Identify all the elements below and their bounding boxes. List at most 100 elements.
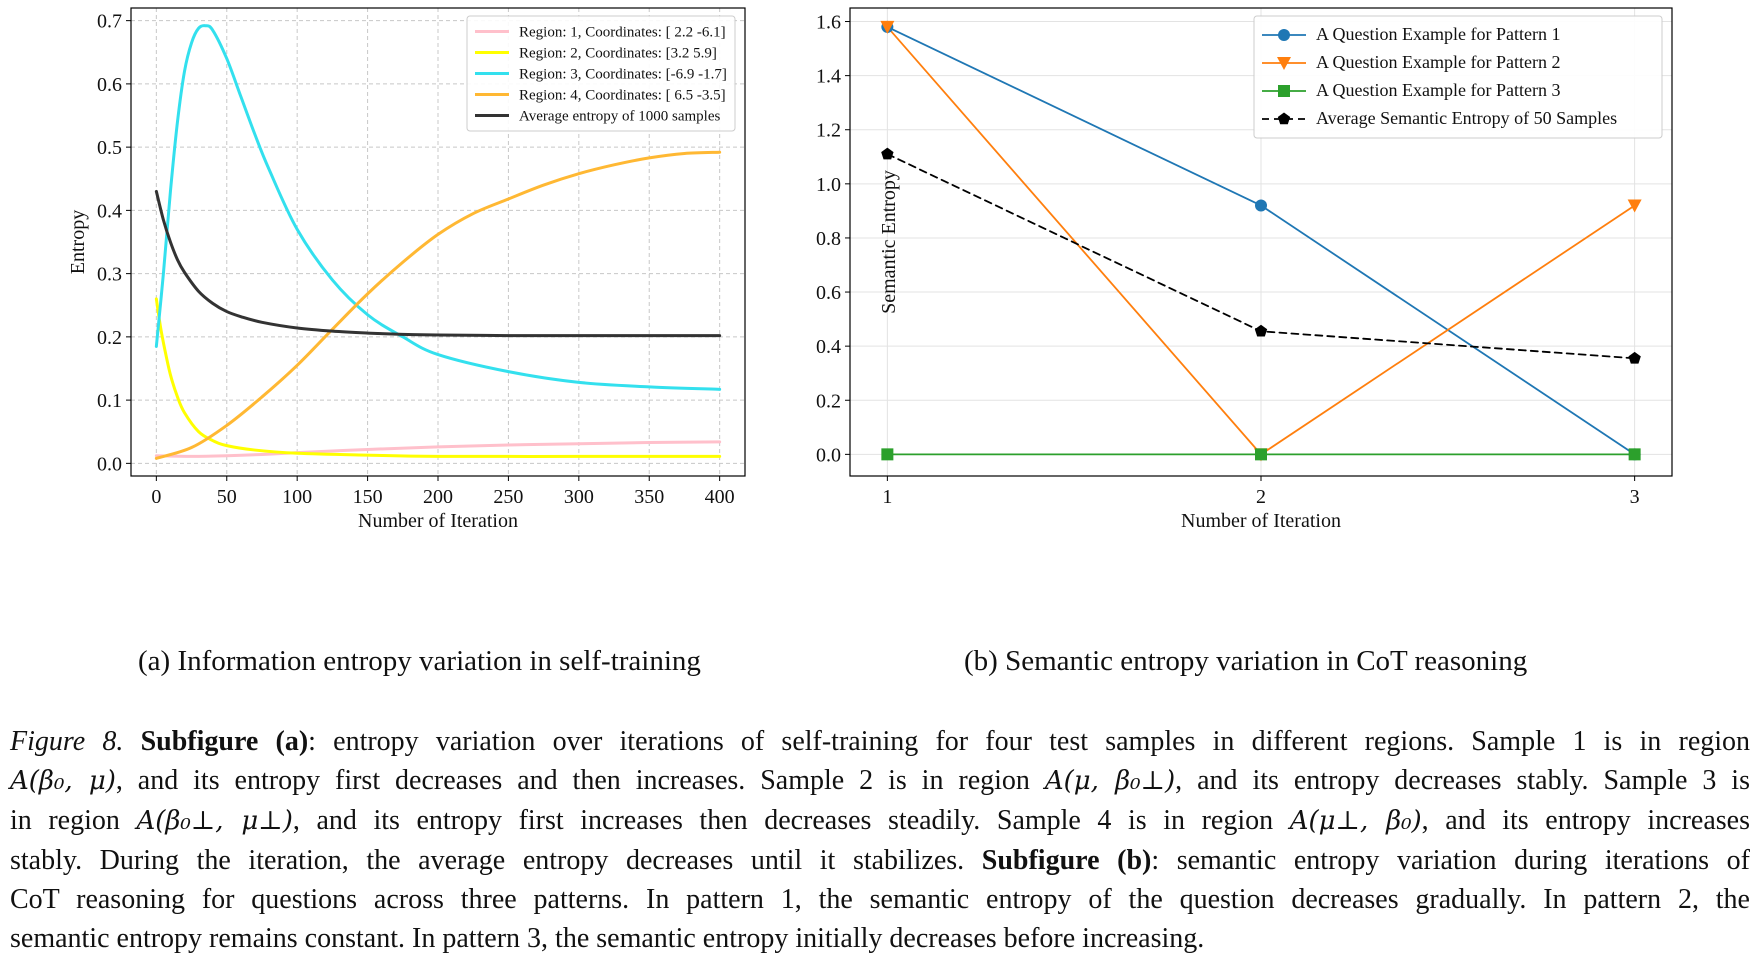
y-tick-label: 0.6 [97, 74, 122, 96]
subfigure-b-caption-prefix: (b) [964, 645, 998, 677]
caption-figure-label: Figure 8. [10, 726, 124, 757]
caption-line: stably. During the iteration, the averag… [10, 841, 1750, 880]
legend-marker-2 [1277, 57, 1291, 70]
series-line-4 [154, 150, 722, 460]
series-group [154, 24, 722, 460]
x-tick-label: 100 [282, 486, 312, 508]
x-tick-label: 200 [423, 486, 453, 508]
y-tick-label: 0.2 [816, 390, 841, 412]
y-tick-label: 0.3 [97, 264, 122, 286]
caption-line: semantic entropy remains constant. In pa… [10, 919, 1750, 958]
series-4-point [881, 147, 894, 160]
series-3-point [1255, 448, 1267, 461]
caption-math: A(β₀⊥, μ⊥) [136, 806, 293, 836]
caption-line: in region A(β₀⊥, μ⊥), and its entropy fi… [10, 801, 1750, 841]
y-axis: 0.0 0.1 0.2 0.3 0.4 0.5 0.6 0.7 [97, 11, 131, 475]
series-1-point [1255, 199, 1267, 212]
caption-math: A(β₀, μ) [10, 766, 116, 796]
x-tick-label: 2 [1256, 486, 1266, 508]
caption-line: A(β₀, μ), and its entropy first decrease… [10, 761, 1750, 801]
x-tick-label: 50 [217, 486, 237, 508]
x-axis: 0 50 100 150 200 250 300 350 400 [151, 476, 735, 508]
y-tick-label: 0.2 [97, 327, 122, 349]
legend-marker-1 [1278, 29, 1290, 41]
caption-line: CoT reasoning for questions across three… [10, 880, 1750, 919]
legend-label-1: Region: 1, Coordinates: [ 2.2 -6.1] [519, 25, 726, 41]
plot-frame [130, 7, 746, 477]
caption-text: semantic entropy remains constant. In pa… [10, 923, 1205, 954]
y-tick-label: 1.6 [816, 12, 841, 34]
legend-label-3: Region: 3, Coordinates: [-6.9 -1.7] [519, 67, 727, 83]
x-tick-label: 250 [493, 486, 523, 508]
legend-label-1: A Question Example for Pattern 1 [1316, 24, 1560, 44]
legend-box [1253, 15, 1663, 139]
caption-subfigure-label: Subfigure (b) [981, 845, 1152, 876]
caption-math: A(μ, β₀⊥) [1044, 766, 1176, 796]
y-axis-label: Entropy [67, 210, 89, 274]
series-3-point [1628, 448, 1641, 461]
legend-label-2: Region: 2, Coordinates: [3.2 5.9] [519, 46, 717, 62]
caption-text: CoT reasoning for questions across three… [10, 884, 1750, 915]
y-tick-label: 0.1 [97, 390, 122, 412]
legend-label-4: Average Semantic Entropy of 50 Samples [1316, 108, 1617, 128]
legend: A Question Example for Pattern 1 A Questi… [1253, 15, 1663, 139]
figure-caption: Figure 8. Subfigure (a): entropy variati… [10, 722, 1750, 958]
legend-label-4: Region: 4, Coordinates: [ 6.5 -3.5] [519, 88, 726, 104]
series-3-point [881, 448, 894, 461]
caption-text: : semantic entropy variation during iter… [1151, 845, 1750, 876]
subfigure-a-caption-prefix: (a) [138, 645, 171, 677]
legend-box [466, 15, 736, 132]
caption-subfigure-label: Subfigure (a) [140, 726, 309, 757]
caption-text: , and its entropy increases [1421, 805, 1750, 836]
chart-b-semantic-entropy-cot: 1 2 3 0.0 0.2 0.4 0.6 0.8 1.0 1.2 1.4 1.6 Number of … [816, 7, 1673, 532]
legend: Region: 1, Coordinates: [ 2.2 -6.1] Regio… [466, 15, 736, 132]
caption-text: , and its entropy decreases stably. Samp… [1175, 765, 1750, 796]
y-tick-label: 0.0 [816, 444, 841, 466]
y-tick-label: 1.4 [816, 66, 841, 88]
subfigure-b-caption-text: Semantic entropy variation in CoT reason… [1005, 645, 1528, 677]
caption-text: stably. During the iteration, the averag… [10, 845, 982, 876]
x-axis: 1 2 3 [882, 476, 1640, 508]
y-tick-label: 0.4 [816, 336, 841, 358]
series-line-2 [154, 297, 722, 458]
y-tick-label: 0.4 [97, 200, 122, 222]
x-axis-label: Number of Iteration [1181, 510, 1341, 532]
series-4-point [1628, 351, 1641, 364]
y-tick-label: 0.6 [816, 282, 841, 304]
x-tick-label: 3 [1630, 486, 1640, 508]
x-tick-label: 400 [705, 486, 735, 508]
subfigure-a-caption: (a) Information entropy variation in sel… [138, 645, 701, 678]
x-axis-label: Number of Iteration [358, 510, 518, 532]
x-tick-label: 1 [882, 486, 892, 508]
series-line-3 [154, 24, 722, 391]
x-tick-label: 350 [634, 486, 664, 508]
y-tick-label: 0.5 [97, 137, 122, 159]
y-tick-label: 1.2 [816, 120, 841, 142]
caption-text: in region [10, 805, 137, 836]
y-tick-label: 0.0 [97, 453, 122, 475]
series-2-point [1627, 199, 1642, 213]
y-tick-label: 0.8 [816, 228, 841, 250]
legend-marker-4 [1277, 112, 1291, 125]
x-tick-label: 0 [151, 486, 161, 508]
chart-a-entropy-self-training: 0 50 100 150 200 250 300 350 4000.00.10.20.30.40… [67, 7, 746, 532]
caption-text: : entropy variation over iterations of s… [308, 726, 1751, 757]
y-axis: 0.0 0.2 0.4 0.6 0.8 1.0 1.2 1.4 1.6 [816, 12, 850, 466]
series-4-point [1254, 324, 1268, 337]
y-tick-label: 0.7 [97, 11, 122, 33]
x-tick-label: 300 [564, 486, 594, 508]
x-tick-label: 150 [353, 486, 383, 508]
series-line-1 [154, 440, 722, 458]
caption-line: Figure 8. Subfigure (a): entropy variati… [10, 722, 1750, 761]
caption-math: A(μ⊥, β₀) [1289, 806, 1422, 836]
legend-label-5: Average entropy of 1000 samples [519, 109, 720, 125]
legend-marker-3 [1278, 85, 1290, 97]
series-line-5 [154, 189, 722, 338]
series-2-point [880, 20, 895, 34]
subfigure-a-caption-text: Information entropy variation in self-tr… [177, 645, 701, 677]
legend-label-2: A Question Example for Pattern 2 [1316, 52, 1560, 72]
y-axis-label: Semantic Entropy [878, 170, 900, 314]
caption-text: , and its entropy first decreases and th… [115, 765, 1045, 796]
plot-frame [849, 7, 1673, 477]
